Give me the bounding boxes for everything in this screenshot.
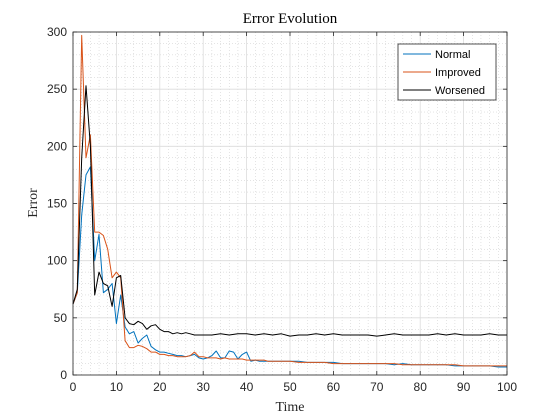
legend-label-improved: Improved bbox=[435, 67, 481, 79]
y-tick-label: 300 bbox=[47, 25, 67, 39]
x-tick-label: 70 bbox=[370, 380, 384, 394]
y-tick-label: 100 bbox=[47, 254, 67, 268]
y-tick-labels: 0 50 100 150 200 250 300 bbox=[47, 25, 67, 382]
x-tick-label: 30 bbox=[197, 380, 211, 394]
x-tick-label: 40 bbox=[240, 380, 254, 394]
x-tick-label: 10 bbox=[110, 380, 124, 394]
legend: Normal Improved Worsened bbox=[397, 43, 497, 101]
y-tick-label: 250 bbox=[47, 82, 67, 96]
legend-label-normal: Normal bbox=[435, 49, 470, 61]
legend-label-worsened: Worsened bbox=[435, 85, 485, 97]
y-tick-label: 0 bbox=[60, 368, 67, 382]
tick-marks bbox=[72, 31, 508, 376]
y-tick-label: 150 bbox=[47, 197, 67, 211]
x-tick-labels: 0 10 20 30 40 50 60 70 80 90 100 bbox=[70, 380, 518, 394]
series-layer bbox=[72, 34, 507, 368]
chart-title: Error Evolution bbox=[243, 11, 338, 27]
x-tick-label: 100 bbox=[497, 380, 517, 394]
series-line-improved bbox=[72, 34, 507, 367]
y-tick-label: 200 bbox=[47, 139, 67, 153]
x-axis-title: Time bbox=[275, 400, 304, 415]
x-tick-label: 20 bbox=[153, 380, 167, 394]
y-tick-label: 50 bbox=[54, 311, 68, 325]
y-axis-title: Error bbox=[26, 188, 41, 218]
series-line-worsened bbox=[72, 85, 507, 337]
x-tick-label: 60 bbox=[327, 380, 341, 394]
x-tick-label: 90 bbox=[457, 380, 471, 394]
x-tick-label: 80 bbox=[414, 380, 428, 394]
x-tick-label: 0 bbox=[70, 380, 77, 394]
x-tick-label: 50 bbox=[283, 380, 297, 394]
